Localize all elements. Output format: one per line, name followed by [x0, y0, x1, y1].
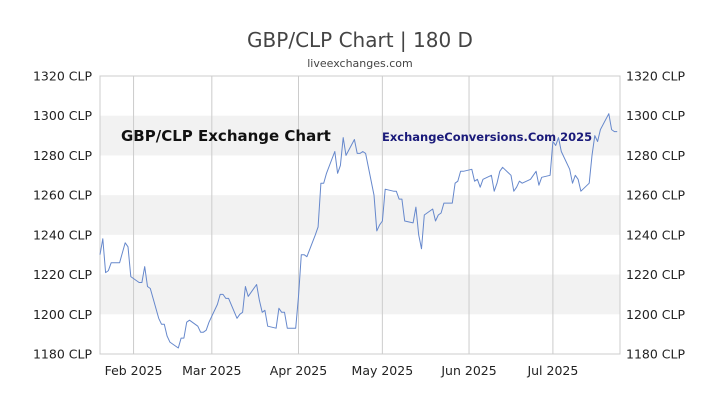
y-tick-right-1200: 1200 CLP	[626, 307, 685, 322]
vertical-gridlines	[133, 76, 554, 354]
y-axis-left: 1180 CLP 1200 CLP 1220 CLP 1240 CLP 1260 CLP…	[33, 69, 92, 362]
band-1280-1300	[100, 115, 620, 156]
y-tick-right-1260: 1260 CLP	[626, 188, 685, 203]
y-tick-right-1240: 1240 CLP	[626, 227, 685, 242]
band-1240-1260	[100, 195, 620, 235]
plot-area-border	[99, 75, 621, 355]
y-tick-left-1280: 1280 CLP	[33, 148, 92, 163]
chart-title: GBP/CLP Chart | 180 D	[247, 28, 473, 52]
chart-subtitle: liveexchanges.com	[307, 57, 412, 70]
y-tick-right-1300: 1300 CLP	[626, 108, 685, 123]
y-axis-right: 1180 CLP 1200 CLP 1220 CLP 1240 CLP 1260 CLP…	[626, 69, 685, 362]
y-tick-right-1220: 1220 CLP	[626, 267, 685, 282]
y-tick-left-1220: 1220 CLP	[33, 267, 92, 282]
y-tick-left-1200: 1200 CLP	[33, 307, 92, 322]
y-tick-right-1180: 1180 CLP	[626, 347, 685, 362]
series-line-0	[99, 113, 618, 349]
y-tick-left-1260: 1260 CLP	[33, 188, 92, 203]
x-tick-4: Jun 2025	[440, 363, 496, 378]
y-tick-left-1240: 1240 CLP	[33, 227, 92, 242]
plot-background-bands	[100, 115, 620, 315]
x-tick-5: Jul 2025	[526, 363, 578, 378]
watermark-right: ExchangeConversions.Com 2025	[382, 130, 592, 144]
y-tick-left-1180: 1180 CLP	[33, 347, 92, 362]
y-tick-left-1320: 1320 CLP	[33, 69, 92, 84]
x-tick-2: Apr 2025	[270, 363, 327, 378]
y-tick-right-1280: 1280 CLP	[626, 148, 685, 163]
y-tick-right-1320: 1320 CLP	[626, 69, 685, 84]
x-axis: Feb 2025 Mar 2025 Apr 2025 May 2025 Jun 2025…	[105, 363, 579, 378]
band-1200-1220	[100, 274, 620, 315]
x-tick-1: Mar 2025	[182, 363, 241, 378]
x-tick-0: Feb 2025	[105, 363, 163, 378]
series-group	[99, 113, 618, 349]
y-tick-left-1300: 1300 CLP	[33, 108, 92, 123]
x-tick-3: May 2025	[352, 363, 414, 378]
watermark-left: GBP/CLP Exchange Chart	[121, 127, 331, 145]
